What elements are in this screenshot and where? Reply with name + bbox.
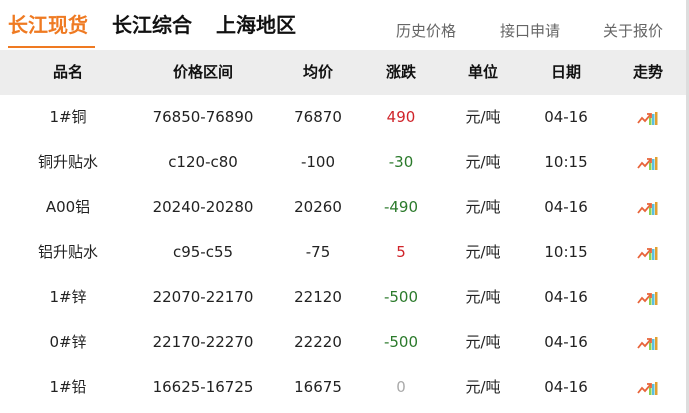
cell-unit: 元/吨 [465, 378, 501, 396]
trend-chart-icon[interactable] [637, 230, 659, 275]
active-tab-underline [8, 46, 95, 48]
tab-changjiang-composite[interactable]: 长江综合 [112, 13, 192, 37]
cell-name: 1#铜 [49, 108, 87, 126]
cell-range: 22170-22270 [152, 333, 254, 351]
table-row: 铜升贴水 c120-c80 -100 -30 元/吨 10:15 [0, 140, 686, 185]
col-date: 日期 [550, 63, 582, 81]
cell-name: 铝升贴水 [37, 243, 99, 261]
cell-change: 0 [396, 378, 406, 396]
col-avg: 均价 [302, 63, 334, 81]
cell-name: 铜升贴水 [37, 153, 99, 171]
cell-change: -500 [383, 288, 419, 306]
table-row: A00铝 20240-20280 20260 -490 元/吨 04-16 [0, 185, 686, 230]
col-range: 价格区间 [172, 63, 234, 81]
table-row: 0#锌 22170-22270 22220 -500 元/吨 04-16 [0, 320, 686, 365]
tab-changjiang-spot[interactable]: 长江现货 [8, 13, 88, 37]
cell-avg: 76870 [294, 108, 342, 126]
table-row: 铝升贴水 c95-c55 -75 5 元/吨 10:15 [0, 230, 686, 275]
trend-chart-icon[interactable] [637, 275, 659, 320]
api-apply-link[interactable]: 接口申请 [500, 22, 561, 40]
cell-unit: 元/吨 [465, 288, 501, 306]
scrollbar[interactable] [686, 0, 689, 413]
cell-range: c95-c55 [172, 243, 234, 261]
cell-name: 0#锌 [49, 333, 87, 351]
cell-date: 04-16 [544, 108, 588, 126]
col-unit: 单位 [467, 63, 499, 81]
cell-range: 22070-22170 [152, 288, 254, 306]
tab-bar: 长江现货 长江综合 上海地区 历史价格 接口申请 关于报价 [0, 0, 686, 50]
trend-chart-icon[interactable] [637, 185, 659, 230]
cell-name: 1#锌 [49, 288, 87, 306]
cell-unit: 元/吨 [465, 243, 501, 261]
cell-date: 10:15 [544, 153, 588, 171]
cell-avg: 16675 [294, 378, 342, 396]
cell-unit: 元/吨 [465, 333, 501, 351]
cell-avg: 20260 [294, 198, 342, 216]
trend-chart-icon[interactable] [637, 320, 659, 365]
col-change: 涨跌 [385, 63, 417, 81]
cell-unit: 元/吨 [465, 153, 501, 171]
cell-change: -490 [383, 198, 419, 216]
cell-change: -500 [383, 333, 419, 351]
table-row: 1#铅 16625-16725 16675 0 元/吨 04-16 [0, 365, 686, 410]
about-quote-link[interactable]: 关于报价 [603, 22, 664, 40]
cell-date: 04-16 [544, 288, 588, 306]
cell-range: 76850-76890 [152, 108, 254, 126]
cell-unit: 元/吨 [465, 108, 501, 126]
cell-date: 04-16 [544, 198, 588, 216]
cell-range: 16625-16725 [152, 378, 254, 396]
trend-chart-icon[interactable] [637, 140, 659, 185]
cell-name: A00铝 [45, 198, 91, 216]
cell-change: 5 [396, 243, 406, 261]
table-row: 1#锌 22070-22170 22120 -500 元/吨 04-16 [0, 275, 686, 320]
cell-avg: -100 [300, 153, 336, 171]
cell-range: c120-c80 [168, 153, 238, 171]
cell-change: -30 [388, 153, 414, 171]
cell-range: 20240-20280 [152, 198, 254, 216]
cell-date: 10:15 [544, 243, 588, 261]
cell-avg: 22220 [294, 333, 342, 351]
trend-chart-icon[interactable] [637, 365, 659, 410]
col-name: 品名 [52, 63, 84, 81]
table-header: 品名 价格区间 均价 涨跌 单位 日期 走势 [0, 50, 686, 95]
history-price-link[interactable]: 历史价格 [396, 22, 457, 40]
tab-shanghai[interactable]: 上海地区 [216, 13, 296, 37]
cell-avg: 22120 [294, 288, 342, 306]
trend-chart-icon[interactable] [637, 95, 659, 140]
cell-name: 1#铅 [49, 378, 87, 396]
cell-date: 04-16 [544, 333, 588, 351]
cell-unit: 元/吨 [465, 198, 501, 216]
col-trend: 走势 [632, 63, 664, 81]
cell-avg: -75 [305, 243, 331, 261]
cell-date: 04-16 [544, 378, 588, 396]
table-row: 1#铜 76850-76890 76870 490 元/吨 04-16 [0, 95, 686, 140]
cell-change: 490 [386, 108, 416, 126]
